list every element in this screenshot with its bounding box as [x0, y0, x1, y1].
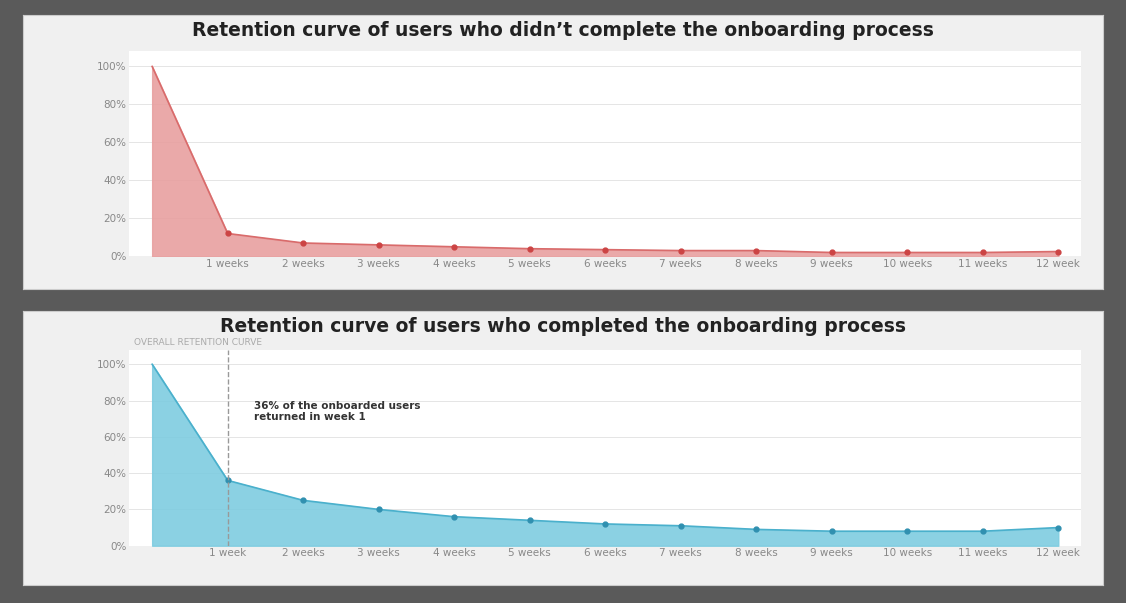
- Text: Retention curve of users who didn’t complete the onboarding process: Retention curve of users who didn’t comp…: [193, 21, 933, 40]
- Text: 36% of the onboarded users
returned in week 1: 36% of the onboarded users returned in w…: [254, 400, 421, 422]
- Text: OVERALL RETENTION CURVE: OVERALL RETENTION CURVE: [134, 338, 262, 347]
- Text: Retention curve of users who completed the onboarding process: Retention curve of users who completed t…: [220, 317, 906, 336]
